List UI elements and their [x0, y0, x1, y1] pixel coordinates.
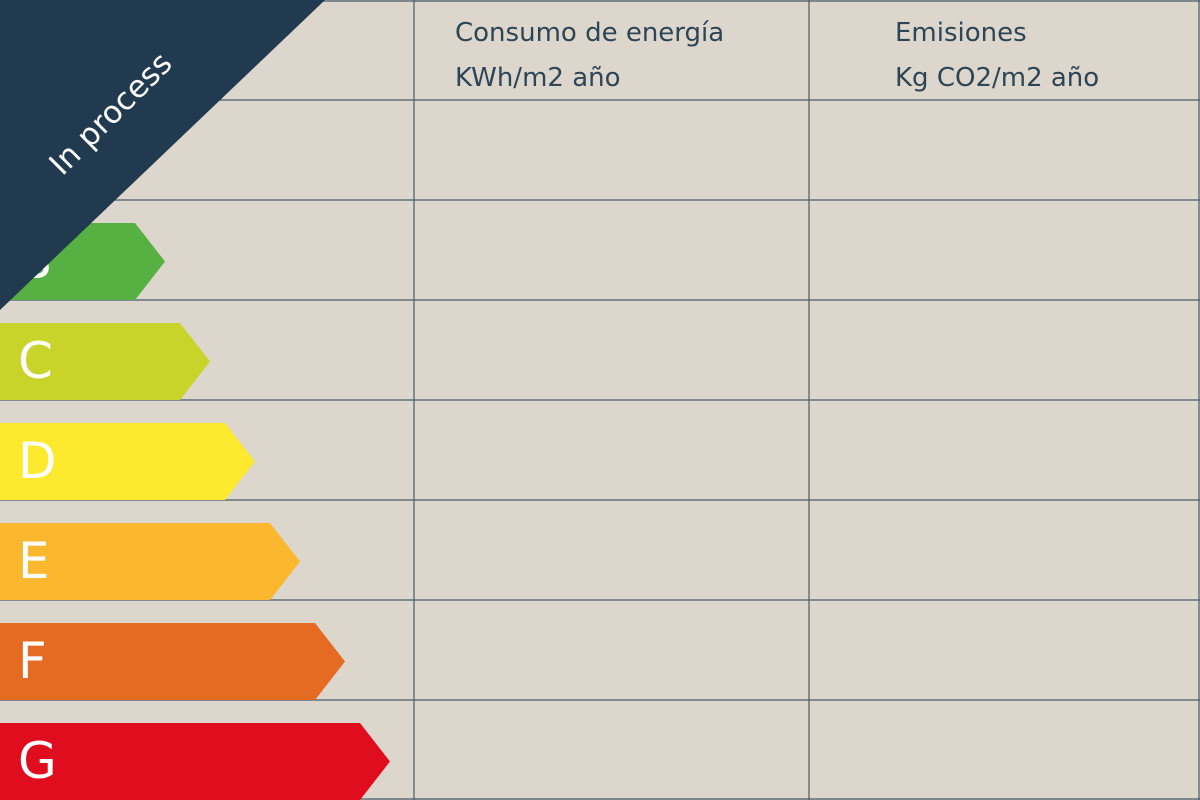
header-unit: KWh/m2 año [455, 63, 621, 93]
rating-letter: F [18, 632, 47, 690]
rating-letter: D [18, 432, 57, 490]
header-unit: Kg CO2/m2 año [895, 63, 1099, 93]
rating-arrow [0, 723, 390, 800]
rating-arrows: BCDEFG [0, 223, 390, 800]
rating-letter: C [18, 332, 53, 390]
rating-letter: G [18, 732, 57, 790]
rating-arrow [0, 423, 255, 500]
header-title: Emisiones [895, 18, 1027, 48]
status-banner [0, 0, 325, 310]
rating-letter: E [18, 532, 50, 590]
header-title: Consumo de energía [455, 18, 724, 48]
rating-arrow [0, 623, 345, 700]
rating-arrow [0, 323, 210, 400]
rating-arrow [0, 523, 300, 600]
